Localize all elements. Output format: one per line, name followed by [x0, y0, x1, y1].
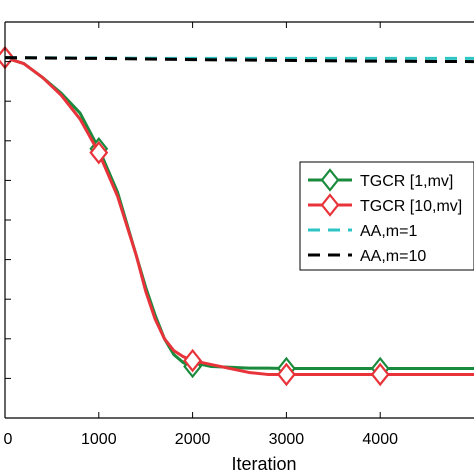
- x-tick-label: 4000: [362, 431, 398, 448]
- legend-label: AA,m=1: [360, 223, 417, 240]
- legend-label: TGCR [10,mv]: [360, 198, 462, 215]
- x-tick-label: 1000: [81, 431, 117, 448]
- series-2: [4, 56, 474, 60]
- series-marker: [276, 362, 296, 387]
- series-3: [4, 56, 474, 64]
- legend-label: AA,m=10: [360, 248, 426, 265]
- x-tick-label: 0: [4, 431, 13, 448]
- legend-swatch-marker: [320, 193, 340, 217]
- series-line: [4, 56, 474, 64]
- axes-layer: 0 1000 2000 3000 4000: [4, 21, 474, 448]
- x-tick-label: 3000: [269, 431, 305, 448]
- legend-swatch-marker: [320, 168, 340, 192]
- series-marker: [183, 348, 203, 373]
- x-tick-label: 2000: [175, 431, 211, 448]
- legend-label: TGCR [1,mv]: [360, 173, 453, 190]
- series-layer: [0, 45, 474, 387]
- x-axis-label: Iteration: [231, 454, 296, 474]
- series-marker: [370, 362, 390, 387]
- series-line: [4, 56, 474, 60]
- legend: TGCR [1,mv] TGCR [10,mv] AA,m=1 AA,m=10: [299, 161, 474, 271]
- series-marker: [89, 140, 109, 165]
